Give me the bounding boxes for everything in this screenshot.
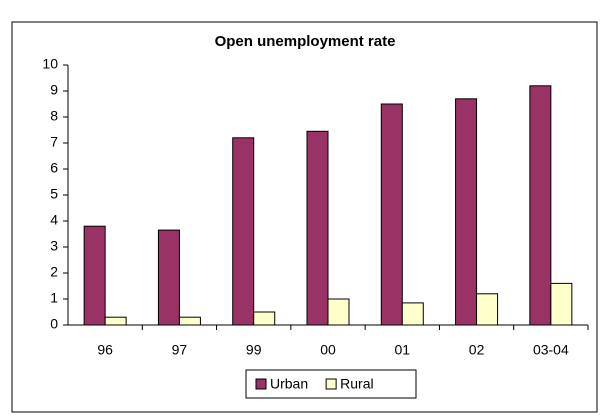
bar xyxy=(253,311,276,326)
bar xyxy=(104,316,127,326)
bar xyxy=(306,130,329,326)
y-tick-label: 3 xyxy=(50,238,58,254)
y-tick-label: 10 xyxy=(42,56,58,72)
bar xyxy=(455,98,478,326)
bar xyxy=(476,293,499,326)
x-tick-label: 00 xyxy=(320,342,336,358)
bar xyxy=(380,103,403,326)
bar xyxy=(83,225,106,326)
y-tick-label: 6 xyxy=(50,160,58,176)
y-tick-label: 9 xyxy=(50,82,58,98)
y-tick-label: 4 xyxy=(50,212,58,228)
legend-label: Rural xyxy=(340,376,373,392)
y-tick-label: 7 xyxy=(50,134,58,150)
legend-swatch xyxy=(255,378,267,390)
y-tick-label: 2 xyxy=(50,264,58,280)
legend-swatch xyxy=(325,378,337,390)
bar xyxy=(327,298,350,326)
bar xyxy=(232,137,255,326)
bar xyxy=(550,282,573,326)
bar xyxy=(401,302,424,326)
bar xyxy=(157,229,180,326)
legend-label: Urban xyxy=(270,376,308,392)
x-tick-label: 03-04 xyxy=(533,342,569,358)
y-tick-label: 1 xyxy=(50,290,58,306)
y-tick-label: 0 xyxy=(50,316,58,332)
y-tick-label: 8 xyxy=(50,108,58,124)
bar xyxy=(178,316,201,326)
x-tick-label: 99 xyxy=(246,342,262,358)
x-tick-label: 97 xyxy=(172,342,188,358)
y-tick-label: 5 xyxy=(50,186,58,202)
x-tick-label: 01 xyxy=(394,342,410,358)
chart-title: Open unemployment rate xyxy=(215,33,396,50)
bar xyxy=(529,85,552,326)
chart-border xyxy=(11,21,598,413)
x-tick-label: 96 xyxy=(97,342,113,358)
x-tick-label: 02 xyxy=(469,342,485,358)
